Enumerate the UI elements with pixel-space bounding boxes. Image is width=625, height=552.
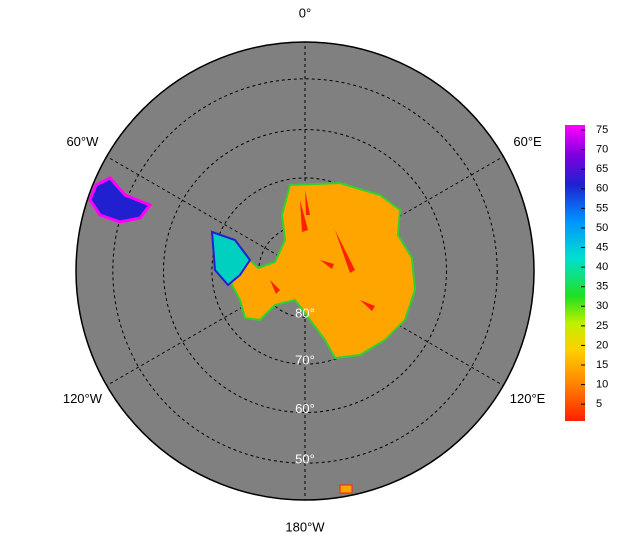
colorbar-tick-label: 5: [596, 398, 602, 410]
longitude-line: [106, 156, 306, 272]
latitude-label: 70°: [295, 353, 315, 368]
colorbar-tick-label: 10: [596, 378, 608, 390]
colorbar-tick-label: 20: [596, 339, 608, 351]
longitude-label: 120°W: [63, 391, 103, 406]
latitude-label: 80°: [295, 306, 315, 321]
longitude-label: 60°W: [66, 134, 99, 149]
peninsula: [210, 230, 252, 287]
colorbar-tick-label: 40: [596, 261, 608, 273]
latitude-label: 50°: [295, 452, 315, 467]
colorbar-tick-label: 70: [596, 144, 608, 156]
antarctica: [226, 181, 417, 360]
south-america: [88, 176, 153, 224]
colorbar-tick-label: 35: [596, 281, 608, 293]
colorbar-tick-label: 30: [596, 300, 608, 312]
longitude-label: 180°W: [285, 519, 325, 534]
labels: 80° 70° 60° 50° 0° 60°E 120°E 180°W 120°W 60°W: [63, 5, 546, 534]
colorbar-tick-label: 60: [596, 183, 608, 195]
longitude-label: 0°: [299, 5, 311, 20]
colorbar-tick-label: 50: [596, 222, 608, 234]
colorbar-tick-label: 75: [596, 124, 608, 136]
longitude-label: 120°E: [510, 391, 546, 406]
colorbar-tick-label: 25: [596, 320, 608, 332]
colorbar-tick-label: 55: [596, 202, 608, 214]
latitude-label: 60°: [295, 401, 315, 416]
island: [339, 484, 353, 494]
longitude-label: 60°E: [513, 134, 542, 149]
colorbar-tick-label: 15: [596, 359, 608, 371]
colorbar-tick-label: 65: [596, 163, 608, 175]
latitude-line: [163, 129, 447, 413]
colorbar-tick-label: 45: [596, 241, 608, 253]
land: [88, 176, 417, 494]
colorbar-ticks: 5 10 15 20 25 30 35 40 45 50 55 60 65 70 75: [581, 124, 608, 410]
colorbar: [565, 125, 585, 421]
